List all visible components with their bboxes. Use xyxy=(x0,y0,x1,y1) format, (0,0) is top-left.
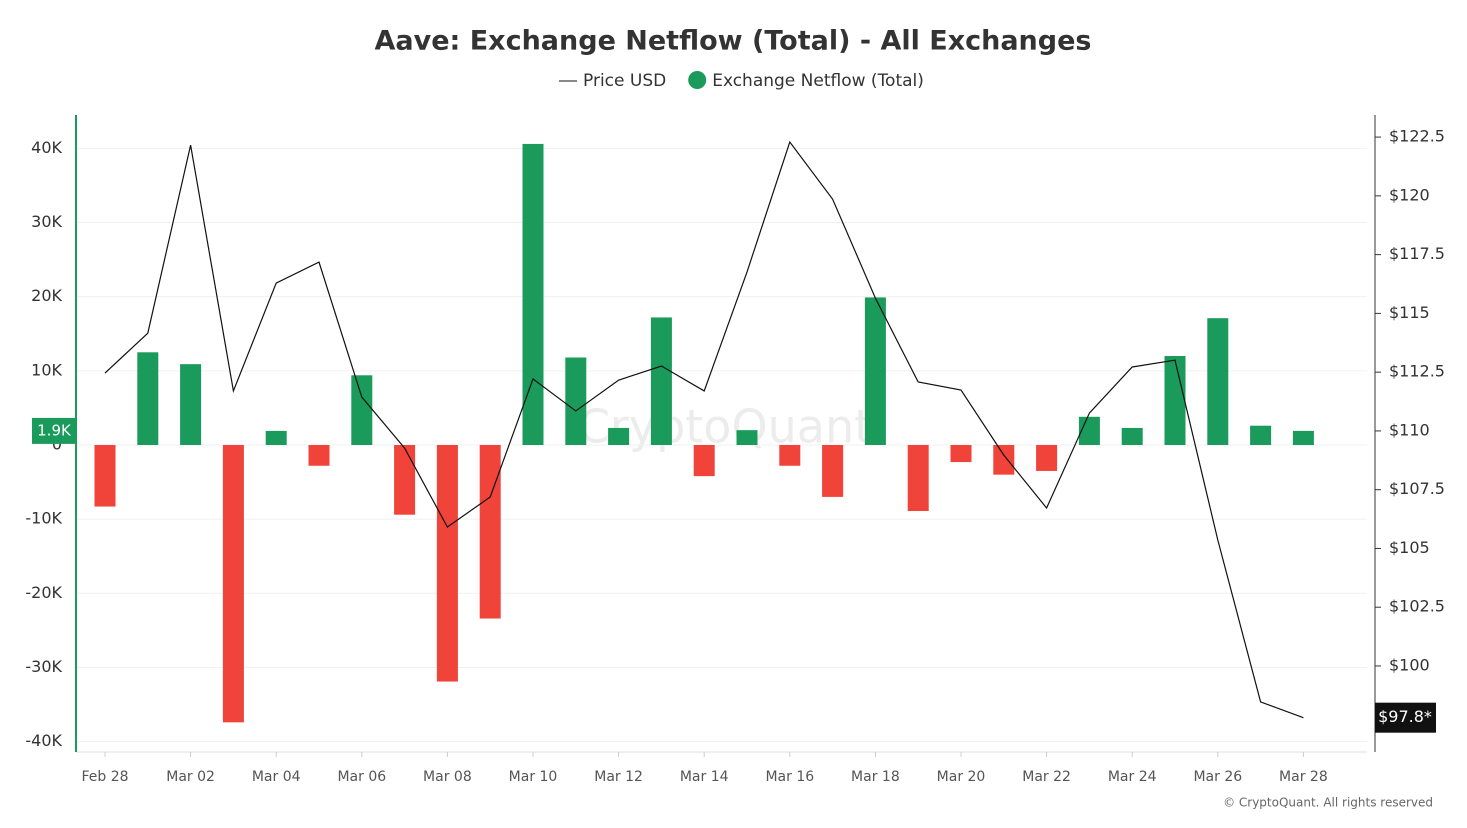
bar xyxy=(1036,444,1058,471)
x-tick-label: Feb 28 xyxy=(81,769,128,785)
y2-tick-label: $102.5 xyxy=(1389,597,1445,616)
y-tick-label: 0 xyxy=(52,434,62,453)
x-tick-label: Mar 06 xyxy=(337,769,386,785)
current-label: 1.9K xyxy=(37,421,72,439)
bar xyxy=(779,444,801,466)
bar xyxy=(1078,416,1100,445)
y2-tick-label: $120 xyxy=(1389,185,1430,204)
current-label: $97.8* xyxy=(1378,707,1432,726)
legend-swatch xyxy=(688,71,707,89)
bar xyxy=(94,444,116,507)
x-tick-label: Mar 24 xyxy=(1108,769,1157,785)
chart-title: Aave: Exchange Netflow (Total) - All Exc… xyxy=(374,26,1091,57)
x-tick-label: Mar 28 xyxy=(1279,769,1328,785)
bar xyxy=(1164,356,1186,445)
bar xyxy=(1250,425,1272,445)
x-tick-label: Mar 08 xyxy=(423,769,472,785)
x-tick-label: Mar 10 xyxy=(509,769,558,785)
y2-tick-label: $110 xyxy=(1389,420,1430,439)
x-tick-label: Mar 20 xyxy=(937,769,986,785)
y-tick-label: -30K xyxy=(25,657,62,676)
bar xyxy=(693,444,715,477)
y2-tick-label: $100 xyxy=(1389,655,1430,674)
bar xyxy=(436,444,458,682)
y-tick-label: 20K xyxy=(31,286,62,305)
x-tick-label: Mar 12 xyxy=(594,769,643,785)
x-tick-label: Mar 02 xyxy=(166,769,215,785)
x-tick-label: Mar 16 xyxy=(765,769,814,785)
current-badge xyxy=(32,417,76,444)
bar xyxy=(265,430,287,445)
y-tick-label: -10K xyxy=(25,509,62,528)
bar xyxy=(1207,318,1229,445)
bar xyxy=(308,444,330,466)
bar xyxy=(907,444,929,511)
legend-label: Exchange Netflow (Total) xyxy=(712,71,924,91)
bar xyxy=(180,364,202,445)
bar xyxy=(1292,430,1314,445)
bar xyxy=(736,430,758,445)
credit: © CryptoQuant. All rights reserved xyxy=(1223,796,1433,810)
y-tick-label: 10K xyxy=(31,360,62,379)
bar xyxy=(479,444,501,619)
y-tick-label: 40K xyxy=(31,138,62,157)
bar xyxy=(351,375,373,445)
bar xyxy=(864,297,886,445)
x-tick-label: Mar 22 xyxy=(1022,769,1071,785)
x-tick-label: Mar 18 xyxy=(851,769,900,785)
y2-tick-label: $122.5 xyxy=(1389,127,1445,146)
bar xyxy=(137,352,159,445)
y-tick-label: 30K xyxy=(31,212,62,231)
y-tick-label: -40K xyxy=(25,731,62,750)
legend-label: Price USD xyxy=(583,71,666,91)
y2-tick-label: $115 xyxy=(1389,303,1430,322)
bar xyxy=(993,444,1015,475)
bar xyxy=(565,357,587,445)
y2-tick-label: $107.5 xyxy=(1389,479,1445,498)
bar xyxy=(950,444,972,463)
y2-tick-label: $117.5 xyxy=(1389,244,1445,263)
y2-tick-label: $112.5 xyxy=(1389,362,1445,381)
bar xyxy=(1121,427,1143,445)
y2-tick-label: $105 xyxy=(1389,538,1430,557)
bar xyxy=(522,143,544,445)
current-badge xyxy=(1375,702,1436,733)
x-tick-label: Mar 26 xyxy=(1193,769,1242,785)
y-tick-label: -20K xyxy=(25,583,62,602)
x-tick-label: Mar 04 xyxy=(252,769,301,785)
x-tick-label: Mar 14 xyxy=(680,769,729,785)
bar xyxy=(222,444,244,723)
bar xyxy=(650,317,672,445)
price-line xyxy=(104,140,1304,719)
bar xyxy=(608,427,630,445)
bar xyxy=(394,444,416,515)
bar xyxy=(822,444,844,497)
